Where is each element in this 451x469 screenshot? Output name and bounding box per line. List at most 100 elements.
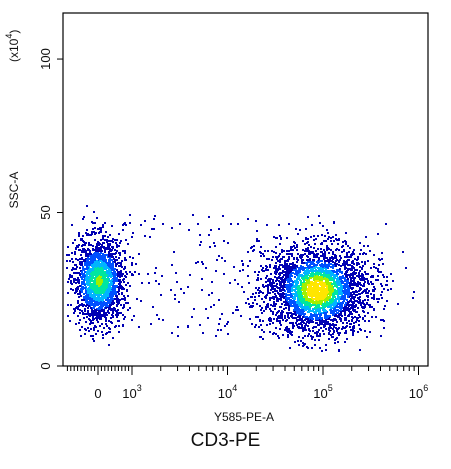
data-point [281, 272, 283, 274]
data-point [272, 333, 274, 335]
data-point [111, 282, 113, 284]
data-point [371, 316, 373, 318]
data-point [272, 280, 274, 282]
data-point [283, 289, 285, 291]
data-point [107, 243, 109, 245]
data-point [248, 303, 250, 305]
data-point [305, 309, 307, 311]
data-point [344, 273, 346, 275]
data-point [97, 265, 99, 267]
data-point [268, 284, 270, 286]
data-point [77, 293, 79, 295]
data-point [308, 271, 310, 273]
data-point [114, 239, 116, 241]
data-point [315, 270, 317, 272]
data-point [331, 299, 333, 301]
data-point [323, 240, 325, 242]
data-point [298, 313, 300, 315]
data-point [91, 272, 93, 274]
data-point [73, 281, 75, 283]
data-point [270, 310, 272, 312]
data-point [323, 320, 325, 322]
data-point [317, 293, 319, 295]
data-point [89, 275, 91, 277]
data-point [101, 309, 103, 311]
data-point [118, 287, 120, 289]
data-point [283, 308, 285, 310]
data-point [314, 304, 316, 306]
data-point [290, 312, 292, 314]
data-point [83, 287, 85, 289]
data-point [296, 273, 298, 275]
data-point [281, 249, 283, 251]
data-point [328, 284, 330, 286]
data-point [115, 256, 117, 258]
data-point [369, 250, 371, 252]
data-point [347, 256, 349, 258]
data-point [266, 275, 268, 277]
data-point [290, 302, 292, 304]
data-point [77, 302, 79, 304]
data-point [279, 289, 281, 291]
data-point [344, 304, 346, 306]
data-point [173, 251, 175, 253]
data-point [92, 264, 94, 266]
data-point [328, 270, 330, 272]
data-point [346, 289, 348, 291]
data-point [221, 313, 223, 315]
data-point [293, 269, 295, 271]
data-point [290, 246, 292, 248]
data-point [358, 290, 360, 292]
data-point [359, 316, 361, 318]
data-point [282, 270, 284, 272]
data-point [319, 283, 321, 285]
data-point [402, 251, 404, 253]
data-point [332, 333, 334, 335]
data-point [308, 309, 310, 311]
data-point [316, 333, 318, 335]
data-point [315, 286, 317, 288]
data-point [287, 278, 289, 280]
data-point [85, 329, 87, 331]
data-point [283, 274, 285, 276]
data-point [298, 323, 300, 325]
data-point [329, 330, 331, 332]
data-point [183, 292, 185, 294]
data-point [325, 295, 327, 297]
data-point [324, 306, 326, 308]
data-point [116, 316, 118, 318]
data-point [353, 298, 355, 300]
data-point [314, 344, 316, 346]
data-point [291, 272, 293, 274]
data-point [306, 321, 308, 323]
data-point [275, 269, 277, 271]
data-point [299, 319, 301, 321]
data-point [321, 263, 323, 265]
data-point [82, 244, 84, 246]
data-point [107, 247, 109, 249]
data-point [299, 315, 301, 317]
data-point [95, 309, 97, 311]
data-point [363, 245, 365, 247]
data-point [313, 291, 315, 293]
data-point [305, 283, 307, 285]
data-point [108, 285, 110, 287]
data-point [336, 286, 338, 288]
data-point [85, 290, 87, 292]
data-point [107, 301, 109, 303]
data-point [240, 315, 242, 317]
data-point [373, 263, 375, 265]
data-point [269, 281, 271, 283]
data-point [315, 292, 317, 294]
data-point [323, 310, 325, 312]
data-point [92, 319, 94, 321]
data-point [117, 262, 119, 264]
data-point [336, 315, 338, 317]
data-point [345, 330, 347, 332]
data-point [352, 307, 354, 309]
data-point [377, 233, 379, 235]
data-point [367, 295, 369, 297]
data-point [323, 325, 325, 327]
data-point [151, 228, 153, 230]
data-point [289, 330, 291, 332]
